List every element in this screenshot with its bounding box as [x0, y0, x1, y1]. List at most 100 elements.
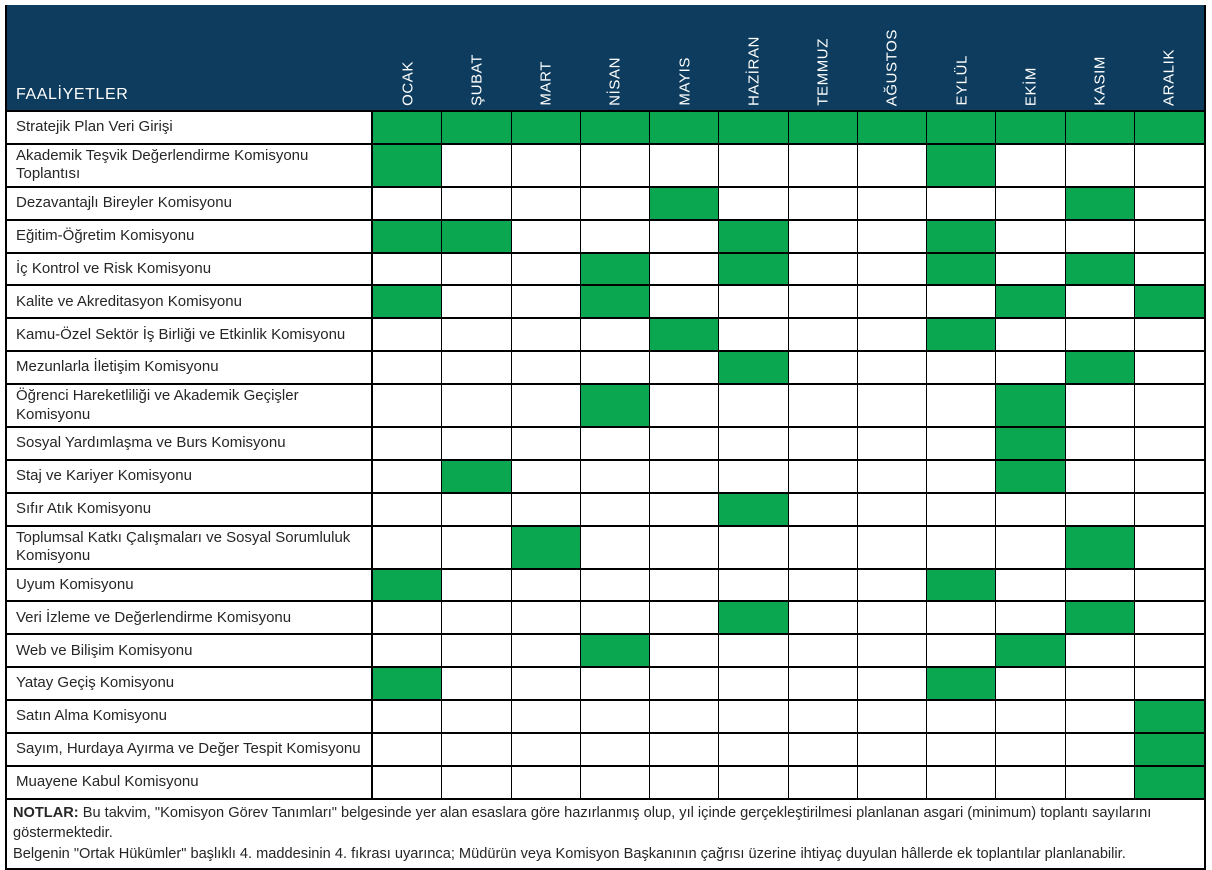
- scheduled-month-cell: [373, 668, 443, 700]
- empty-month-cell: [512, 187, 581, 219]
- table-header-row: FAALİYETLER OCAK ŞUBAT MART NİSAN MAYIS HAZİR…: [7, 5, 1204, 112]
- empty-month-cell: [858, 766, 927, 798]
- empty-month-cell: [442, 569, 512, 601]
- activity-label: Kamu-Özel Sektör İş Birliği ve Etkinlik …: [7, 319, 373, 351]
- activity-row: Muayene Kabul Komisyonu: [7, 766, 1204, 800]
- month-header-şubat: ŞUBAT: [442, 7, 511, 110]
- scheduled-month-cell: [1134, 701, 1204, 732]
- empty-month-cell: [858, 144, 927, 186]
- empty-month-cell: [927, 602, 997, 634]
- empty-month-cell: [789, 385, 858, 426]
- empty-month-cell: [719, 733, 789, 765]
- empty-month-cell: [858, 635, 927, 667]
- scheduled-month-cell: [719, 493, 789, 525]
- empty-month-cell: [1135, 319, 1204, 350]
- month-header-temmuz: TEMMUZ: [789, 7, 858, 110]
- notes-line-1: NOTLAR: Bu takvim, "Komisyon Görev Tanım…: [13, 803, 1198, 844]
- empty-month-cell: [512, 385, 581, 426]
- empty-month-cell: [442, 602, 512, 634]
- empty-month-cell: [789, 352, 858, 384]
- empty-month-cell: [650, 460, 720, 492]
- empty-month-cell: [996, 766, 1066, 798]
- empty-month-cell: [858, 427, 927, 459]
- empty-month-cell: [927, 286, 997, 318]
- empty-month-cell: [789, 460, 858, 492]
- month-label: HAZİRAN: [745, 35, 763, 106]
- activity-label: Akademik Teşvik Değerlendirme Komisyonu …: [7, 144, 373, 186]
- empty-month-cell: [442, 253, 512, 285]
- empty-month-cell: [789, 187, 858, 219]
- empty-month-cell: [858, 253, 927, 285]
- scheduled-month-cell: [927, 253, 997, 285]
- empty-month-cell: [789, 733, 858, 765]
- scheduled-month-cell: [580, 385, 650, 426]
- empty-month-cell: [1135, 570, 1204, 601]
- empty-month-cell: [996, 187, 1066, 219]
- empty-month-cell: [512, 733, 581, 765]
- empty-month-cell: [442, 187, 512, 219]
- empty-month-cell: [719, 460, 789, 492]
- scheduled-month-cell: [719, 220, 789, 252]
- empty-month-cell: [442, 526, 512, 568]
- calendar-table: FAALİYETLER OCAK ŞUBAT MART NİSAN MAYIS HAZİR…: [5, 5, 1206, 870]
- empty-month-cell: [719, 569, 789, 601]
- empty-month-cell: [996, 220, 1066, 252]
- empty-month-cell: [927, 701, 997, 732]
- month-header-nisan: NİSAN: [581, 7, 650, 110]
- empty-month-cell: [1135, 254, 1204, 285]
- empty-month-cell: [373, 319, 443, 351]
- month-header-ağustos: AĞUSTOS: [858, 7, 927, 110]
- activity-row: Yatay Geçiş Komisyonu: [7, 668, 1204, 702]
- activity-row: Sıfır Atık Komisyonu: [7, 493, 1204, 527]
- scheduled-month-cell: [580, 635, 650, 667]
- empty-month-cell: [512, 427, 581, 459]
- empty-month-cell: [581, 144, 650, 186]
- empty-month-cell: [581, 460, 650, 492]
- empty-month-cell: [1135, 188, 1204, 219]
- empty-month-cell: [581, 526, 650, 568]
- empty-month-cell: [373, 733, 443, 765]
- scheduled-month-cell: [719, 352, 789, 384]
- empty-month-cell: [512, 668, 581, 700]
- activity-label: Sosyal Yardımlaşma ve Burs Komisyonu: [7, 427, 373, 459]
- month-header-mayıs: MAYIS: [650, 7, 719, 110]
- empty-month-cell: [789, 701, 858, 732]
- empty-month-cell: [581, 733, 650, 765]
- scheduled-month-cell: [373, 286, 443, 318]
- empty-month-cell: [512, 493, 581, 525]
- activity-row: Sosyal Yardımlaşma ve Burs Komisyonu: [7, 427, 1204, 461]
- scheduled-month-cell: [996, 427, 1066, 459]
- scheduled-month-cell: [1134, 766, 1204, 798]
- empty-month-cell: [1066, 733, 1135, 765]
- empty-month-cell: [581, 701, 650, 732]
- activity-label: Toplumsal Katkı Çalışmaları ve Sosyal So…: [7, 526, 373, 568]
- empty-month-cell: [789, 286, 858, 318]
- activity-label: Eğitim-Öğretim Komisyonu: [7, 220, 373, 252]
- empty-month-cell: [719, 187, 789, 219]
- empty-month-cell: [442, 286, 512, 318]
- empty-month-cell: [858, 701, 927, 732]
- scheduled-month-cell: [1065, 187, 1135, 219]
- empty-month-cell: [996, 602, 1066, 634]
- activity-label: Muayene Kabul Komisyonu: [7, 766, 373, 798]
- empty-month-cell: [927, 635, 997, 667]
- activity-label: Yatay Geçiş Komisyonu: [7, 668, 373, 700]
- empty-month-cell: [1135, 527, 1204, 568]
- empty-month-cell: [581, 187, 650, 219]
- scheduled-month-cell: [1134, 733, 1204, 765]
- empty-month-cell: [858, 733, 927, 765]
- empty-month-cell: [1135, 494, 1204, 525]
- notes-line-2: Belgenin "Ortak Hükümler" başlıklı 4. ma…: [13, 844, 1198, 864]
- empty-month-cell: [442, 319, 512, 351]
- empty-month-cell: [442, 493, 512, 525]
- empty-month-cell: [442, 701, 512, 732]
- scheduled-month-cell: [857, 112, 927, 143]
- empty-month-cell: [858, 460, 927, 492]
- scheduled-month-cell: [719, 602, 789, 634]
- empty-month-cell: [373, 766, 443, 798]
- scheduled-month-cell: [996, 460, 1066, 492]
- empty-month-cell: [581, 220, 650, 252]
- empty-month-cell: [373, 635, 443, 667]
- scheduled-month-cell: [1065, 602, 1135, 634]
- scheduled-month-cell: [442, 460, 512, 492]
